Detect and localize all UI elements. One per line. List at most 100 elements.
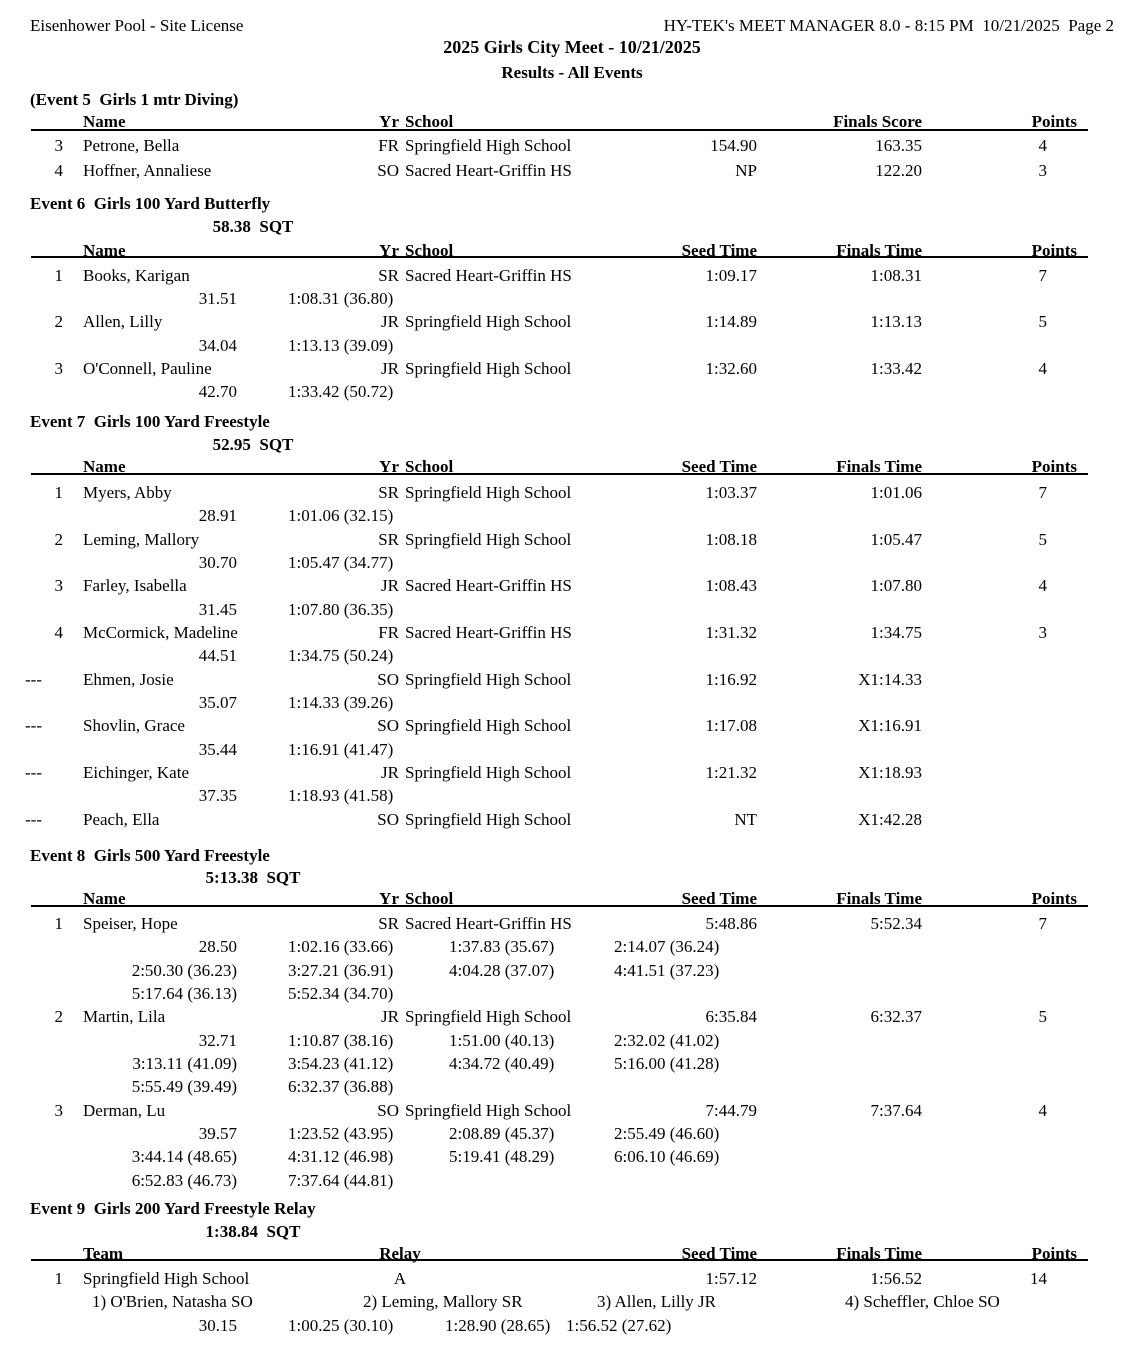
points: 4: [1038, 136, 1048, 155]
finals-time: 1:05.47: [870, 530, 922, 549]
finals-time: 1:33.42: [870, 359, 922, 378]
swimmer-name: Derman, Lu: [83, 1101, 166, 1120]
place: 1: [54, 1269, 64, 1288]
seed-time: 1:21.32: [705, 763, 757, 782]
swimmer-name: McCormick, Madeline: [83, 623, 238, 642]
place: 1: [54, 483, 64, 502]
school: Springfield High School: [405, 530, 572, 549]
seed-time: 1:17.08: [705, 716, 757, 735]
split: 2:32.02 (41.02): [614, 1031, 720, 1050]
seed-time: 1:08.43: [705, 576, 757, 595]
col-name: Name: [83, 241, 126, 260]
split: 30.70: [198, 553, 237, 572]
split: 2:08.89 (45.37): [449, 1124, 555, 1143]
split: 1:56.52 (27.62): [566, 1316, 672, 1335]
event-title: Event 6 Girls 100 Yard Butterfly: [30, 194, 271, 213]
result-row: 3 Derman, Lu SO Springfield High School …: [0, 1099, 1144, 1122]
points: 14: [1030, 1269, 1047, 1288]
school: Sacred Heart-Griffin HS: [405, 623, 572, 642]
split: 1:07.80 (36.35): [288, 600, 394, 619]
split: 1:00.25 (30.10): [288, 1316, 394, 1335]
relay-result-row: 1 Springfield High School A 1:57.12 1:56…: [0, 1267, 1144, 1290]
split: 5:17.64 (36.13): [131, 984, 237, 1003]
splits-row: 37.35 1:18.93 (41.58): [0, 784, 1144, 807]
split: 37.35: [198, 786, 237, 805]
col-name: Name: [83, 889, 126, 908]
team-name: Springfield High School: [83, 1269, 250, 1288]
splits-row: 3:44.14 (48.65) 4:31.12 (46.98) 5:19.41 …: [0, 1145, 1144, 1168]
col-name: Name: [83, 112, 126, 131]
place: 3: [54, 136, 64, 155]
split: 5:55.49 (39.49): [131, 1077, 237, 1096]
split: 5:16.00 (41.28): [614, 1054, 720, 1073]
finals-time: 1:07.80: [870, 576, 922, 595]
split: 1:18.93 (41.58): [288, 786, 394, 805]
year: SO: [377, 161, 399, 180]
col-yr: Yr: [379, 241, 399, 260]
splits-row: 44.51 1:34.75 (50.24): [0, 644, 1144, 667]
split: 30.15: [198, 1316, 237, 1335]
year: JR: [381, 763, 399, 782]
seed-time: 1:31.32: [705, 623, 757, 642]
split: 42.70: [198, 382, 237, 401]
event9-title-row: Event 9 Girls 200 Yard Freestyle Relay: [0, 1197, 1144, 1220]
school: Sacred Heart-Griffin HS: [405, 576, 572, 595]
result-row: 3 O'Connell, Pauline JR Springfield High…: [0, 357, 1144, 380]
points: 4: [1038, 1101, 1048, 1120]
year: SO: [377, 716, 399, 735]
swimmer-name: Leming, Mallory: [83, 530, 200, 549]
result-row: --- Shovlin, Grace SO Springfield High S…: [0, 714, 1144, 737]
result-row: 3 Farley, Isabella JR Sacred Heart-Griff…: [0, 574, 1144, 597]
col-seed-time: Seed Time: [681, 889, 757, 908]
split: 28.50: [198, 937, 237, 956]
split: 35.44: [198, 740, 237, 759]
col-seed-time: Seed Time: [681, 1244, 757, 1263]
finals-time: X1:14.33: [858, 670, 922, 689]
col-yr: Yr: [379, 112, 399, 131]
finals-time: X1:42.28: [858, 810, 922, 829]
report-title: Results - All Events: [501, 63, 643, 82]
finals-time: 1:13.13: [870, 312, 922, 331]
col-seed-time: Seed Time: [681, 457, 757, 476]
result-row: 1 Myers, Abby SR Springfield High School…: [0, 481, 1144, 504]
split: 2:55.49 (46.60): [614, 1124, 720, 1143]
result-row: 4 Hoffner, Annaliese SO Sacred Heart-Gri…: [0, 159, 1144, 182]
split: 1:08.31 (36.80): [288, 289, 394, 308]
event7-title-row: Event 7 Girls 100 Yard Freestyle: [0, 410, 1144, 433]
event8-qualifying-row: 5:13.38 SQT: [0, 866, 1144, 889]
school: Springfield High School: [405, 1007, 572, 1026]
swimmer-name: Eichinger, Kate: [83, 763, 189, 782]
result-row: --- Peach, Ella SO Springfield High Scho…: [0, 808, 1144, 831]
split: 3:27.21 (36.91): [288, 961, 394, 980]
swimmer-name: O'Connell, Pauline: [83, 359, 212, 378]
school: Springfield High School: [405, 716, 572, 735]
swimmer-name: Ehmen, Josie: [83, 670, 174, 689]
meet-title-row: 2025 Girls City Meet - 10/21/2025: [0, 36, 1144, 59]
col-school: School: [405, 889, 454, 908]
split: 3:54.23 (41.12): [288, 1054, 394, 1073]
points: 4: [1038, 359, 1048, 378]
place: 3: [54, 359, 64, 378]
school: Sacred Heart-Griffin HS: [405, 266, 572, 285]
relay-leg: 2) Leming, Mallory SR: [363, 1292, 523, 1311]
event7-column-header-row: Name Yr School Seed Time Finals Time Poi…: [0, 455, 1144, 478]
split: 31.51: [198, 289, 237, 308]
event5-column-header-row: Name Yr School Finals Score Points: [0, 110, 1144, 133]
event8-title-row: Event 8 Girls 500 Yard Freestyle: [0, 844, 1144, 867]
col-finals-time: Finals Time: [836, 241, 922, 260]
result-row: 2 Martin, Lila JR Springfield High Schoo…: [0, 1005, 1144, 1028]
points: 5: [1038, 1007, 1048, 1026]
swimmer-name: Shovlin, Grace: [83, 716, 185, 735]
place: 3: [54, 1101, 64, 1120]
split: 1:05.47 (34.77): [288, 553, 394, 572]
split: 2:50.30 (36.23): [131, 961, 237, 980]
seed-score: NP: [735, 161, 757, 180]
splits-row: 30.70 1:05.47 (34.77): [0, 551, 1144, 574]
school: Springfield High School: [405, 763, 572, 782]
split: 1:01.06 (32.15): [288, 506, 394, 525]
year: JR: [381, 359, 399, 378]
header-rule: [31, 256, 1088, 258]
col-yr: Yr: [379, 889, 399, 908]
split: 31.45: [198, 600, 237, 619]
col-school: School: [405, 112, 454, 131]
